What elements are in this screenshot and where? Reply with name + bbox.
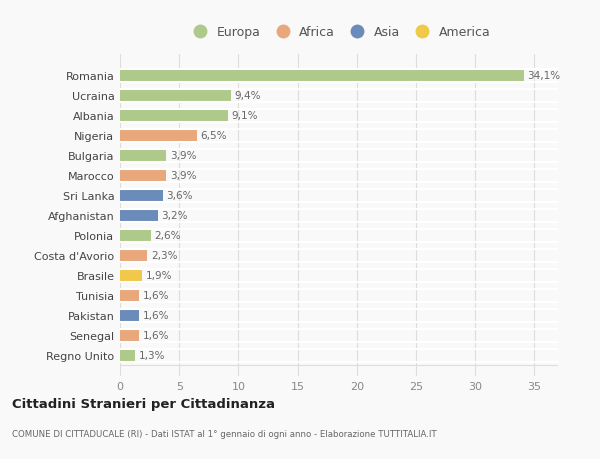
- Text: 3,9%: 3,9%: [170, 151, 196, 161]
- Text: 34,1%: 34,1%: [527, 71, 560, 81]
- Bar: [120, 150, 166, 162]
- Bar: [120, 129, 197, 142]
- Text: 1,6%: 1,6%: [142, 330, 169, 340]
- Text: COMUNE DI CITTADUCALE (RI) - Dati ISTAT al 1° gennaio di ogni anno - Elaborazion: COMUNE DI CITTADUCALE (RI) - Dati ISTAT …: [12, 429, 437, 438]
- Text: 9,1%: 9,1%: [231, 111, 258, 121]
- Legend: Europa, Africa, Asia, America: Europa, Africa, Asia, America: [188, 26, 490, 39]
- Text: Cittadini Stranieri per Cittadinanza: Cittadini Stranieri per Cittadinanza: [12, 397, 275, 410]
- Bar: [120, 269, 142, 282]
- Text: 6,5%: 6,5%: [200, 131, 227, 141]
- Text: 9,4%: 9,4%: [235, 91, 262, 101]
- Text: 2,6%: 2,6%: [154, 231, 181, 241]
- Bar: [120, 229, 151, 242]
- Bar: [120, 249, 147, 262]
- Text: 3,2%: 3,2%: [161, 211, 188, 221]
- Bar: [120, 70, 524, 83]
- Text: 1,6%: 1,6%: [142, 310, 169, 320]
- Bar: [120, 90, 231, 102]
- Text: 2,3%: 2,3%: [151, 251, 177, 261]
- Bar: [120, 189, 163, 202]
- Bar: [120, 349, 136, 362]
- Text: 1,9%: 1,9%: [146, 270, 173, 280]
- Bar: [120, 309, 139, 322]
- Text: 1,3%: 1,3%: [139, 350, 166, 360]
- Bar: [120, 329, 139, 342]
- Bar: [120, 289, 139, 302]
- Text: 1,6%: 1,6%: [142, 291, 169, 301]
- Text: 3,6%: 3,6%: [166, 191, 193, 201]
- Bar: [120, 209, 158, 222]
- Bar: [120, 110, 228, 123]
- Text: 3,9%: 3,9%: [170, 171, 196, 181]
- Bar: [120, 169, 166, 182]
